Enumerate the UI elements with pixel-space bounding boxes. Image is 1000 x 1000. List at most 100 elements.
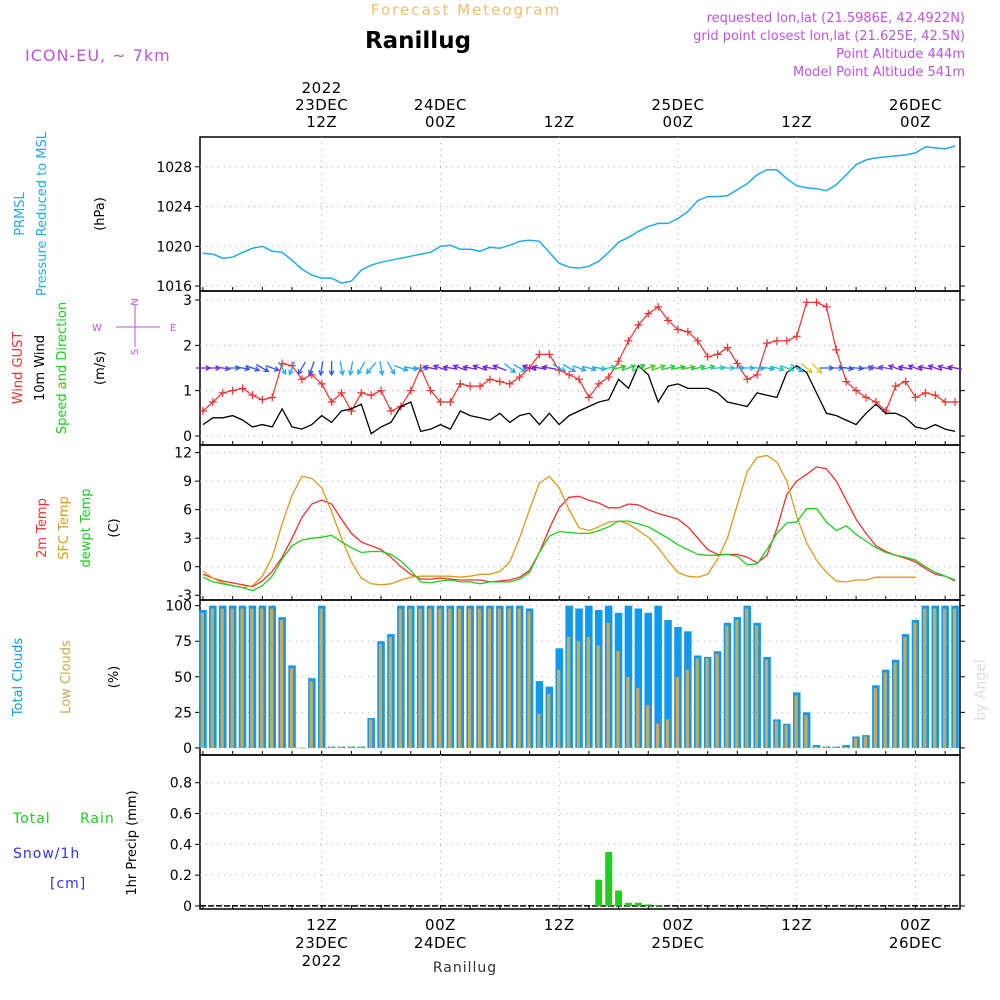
- low-cloud-bar: [695, 658, 699, 748]
- cloud-panel-labels: Total Clouds Low Clouds (%): [11, 638, 122, 718]
- sfc-temp-line: [202, 454, 916, 589]
- pressure-unit: (hPa): [93, 197, 108, 231]
- top-time-label: 12Z: [306, 113, 337, 131]
- low-cloud-bar: [230, 608, 234, 748]
- compass-w: W: [92, 323, 102, 334]
- low-cloud-bar: [250, 608, 254, 748]
- wind-direction-arrow: [770, 365, 786, 372]
- low-cloud-bar: [853, 737, 858, 748]
- low-cloud-bar: [458, 608, 462, 748]
- low-cloud-bar: [863, 736, 867, 748]
- low-cloud-bar: [606, 622, 610, 748]
- low-cloud-bar: [893, 662, 897, 748]
- temp-unit: (C): [107, 518, 122, 537]
- wind-direction-arrow: [442, 364, 458, 371]
- ytick-label: 1: [183, 384, 192, 400]
- low-cloud-bar: [764, 659, 769, 748]
- low-cloud-bar: [289, 668, 294, 748]
- ytick-label: 3: [183, 293, 192, 309]
- low-cloud-bar: [923, 608, 927, 748]
- gust-marker: [673, 325, 682, 334]
- rain-bar: [595, 879, 603, 906]
- gust-marker: [624, 336, 633, 345]
- low-cloud-bar: [270, 608, 274, 748]
- gust-marker: [258, 395, 267, 404]
- panel-frame-temperature: [199, 444, 961, 601]
- low-cloud-bar: [359, 746, 363, 748]
- low-cloud-bar: [349, 746, 353, 748]
- total-cloud-bar: [842, 745, 850, 748]
- gust-marker: [515, 373, 524, 382]
- low-cloud-bar: [527, 611, 531, 748]
- top-time-label: 12Z: [544, 113, 575, 131]
- gust-marker: [495, 377, 504, 386]
- compass-n: N: [130, 298, 141, 305]
- ytick-label: 0.4: [170, 837, 192, 853]
- low-cloud-bar: [220, 608, 224, 748]
- gust-marker: [921, 388, 930, 397]
- precip-rain-label: Rain: [80, 811, 115, 827]
- wind-direction-arrow: [235, 365, 251, 372]
- gust-marker: [614, 357, 623, 366]
- dewpoint-line: [202, 508, 956, 592]
- gust-marker: [367, 391, 376, 400]
- wind-direction-arrow: [255, 363, 270, 373]
- wind-direction-arrow: [378, 360, 385, 377]
- top-time-label: 2022: [302, 79, 342, 97]
- precip-total-label: Total: [12, 811, 51, 827]
- gust-marker: [466, 382, 475, 391]
- ytick-label: 9: [183, 474, 192, 490]
- low-cloud-bar: [755, 625, 759, 748]
- gust-marker: [723, 343, 732, 352]
- bottom-time-label: 12Z: [781, 916, 812, 934]
- bottom-time-label: 23DEC: [295, 934, 348, 952]
- low-cloud-bar: [547, 693, 551, 748]
- wind-direction-arrow: [394, 364, 409, 372]
- gust-marker: [931, 391, 940, 400]
- gust-marker: [713, 350, 722, 359]
- low-cloud-bar: [646, 705, 650, 748]
- ytick-label: 0.6: [170, 807, 192, 823]
- wind-10m-label: 10m Wind: [33, 335, 48, 401]
- wind-direction-arrow: [339, 360, 345, 377]
- low-cloud-bar: [735, 619, 739, 748]
- low-cloud-bar: [705, 658, 709, 748]
- wind-direction-arrow: [541, 364, 557, 371]
- wind-direction-arrow: [386, 361, 396, 376]
- ytick-label: 1028: [156, 160, 192, 176]
- low-cloud-bar: [260, 608, 264, 748]
- precip-panel-labels: Total Rain Snow/1h [cm] 1hr Precip (mm): [12, 790, 140, 895]
- ytick-label: 3: [183, 531, 192, 547]
- low-cloud-bar: [586, 637, 590, 748]
- low-clouds-label: Low Clouds: [59, 640, 74, 714]
- gust-marker: [802, 298, 811, 307]
- bottom-time-label: 25DEC: [651, 934, 704, 952]
- ytick-label: 0.2: [170, 868, 192, 884]
- wind-direction-arrow: [328, 361, 335, 377]
- gust-marker: [476, 382, 485, 391]
- gust-marker: [951, 397, 960, 406]
- total-cloud-bar: [812, 745, 821, 748]
- wind-direction-arrow: [365, 362, 377, 375]
- low-cloud-bar: [715, 654, 719, 748]
- gust-marker: [782, 336, 791, 345]
- gust-marker: [268, 393, 277, 402]
- wind-direction-arrow: [265, 364, 281, 372]
- bottom-time-label: 12Z: [306, 916, 337, 934]
- gust-marker: [584, 393, 593, 402]
- wind-direction-arrow: [562, 363, 577, 373]
- low-cloud-bar: [299, 747, 303, 749]
- wind-direction-arrow: [552, 363, 567, 373]
- low-cloud-bar: [487, 608, 491, 748]
- gust-line: [202, 301, 956, 413]
- total-cloud-bar: [664, 619, 672, 748]
- low-cloud-bar: [319, 608, 323, 748]
- ytick-label: 1024: [156, 200, 192, 216]
- wind-direction-arrow: [621, 364, 637, 372]
- gust-marker: [822, 302, 831, 311]
- model-altitude: Model Point Altitude 541m: [793, 65, 965, 80]
- gust-marker: [703, 352, 712, 361]
- low-cloud-bar: [626, 676, 630, 748]
- ytick-label: 1020: [156, 239, 192, 255]
